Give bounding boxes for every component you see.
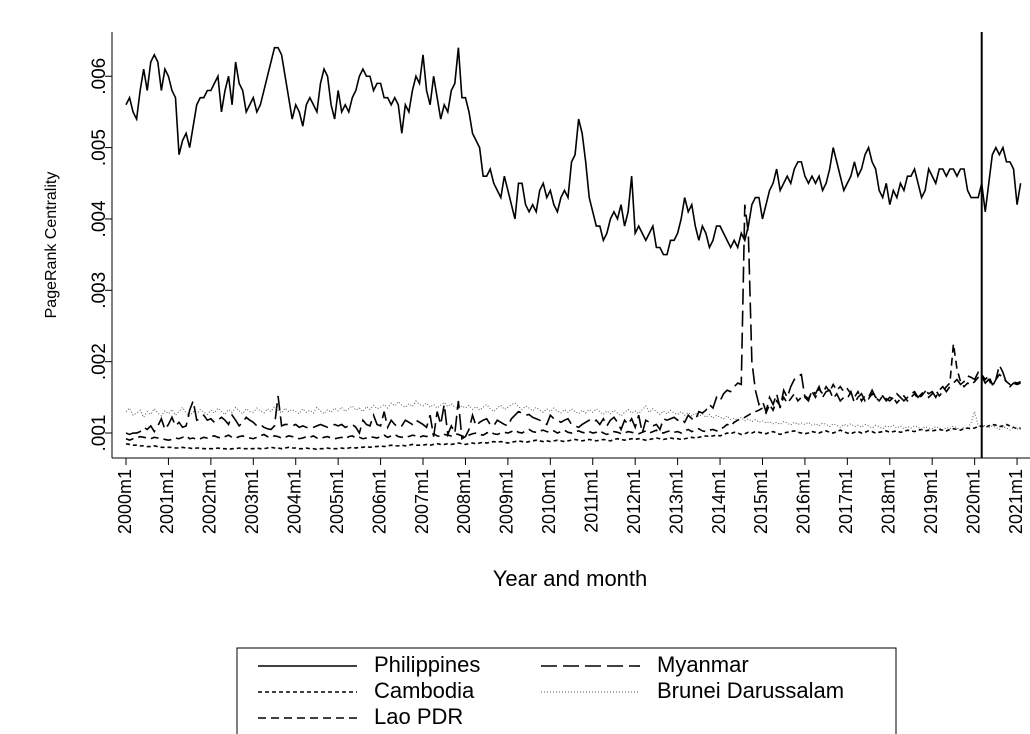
x-tick-label: 2006m1 bbox=[369, 469, 389, 534]
series-line bbox=[125, 343, 1021, 442]
x-tick-label: 2015m1 bbox=[751, 469, 771, 534]
x-tick-label: 2017m1 bbox=[836, 469, 856, 534]
y-tick-label: .003 bbox=[89, 272, 110, 309]
y-tick-label: .005 bbox=[89, 129, 110, 166]
x-tick-label: 2000m1 bbox=[115, 469, 135, 534]
x-tick-label: 2016m1 bbox=[794, 469, 814, 534]
legend-label: Cambodia bbox=[374, 678, 475, 703]
x-tick-label: 2001m1 bbox=[157, 469, 177, 534]
x-tick-label: 2010m1 bbox=[539, 469, 559, 534]
legend-box bbox=[236, 647, 897, 734]
legend-label: Brunei Darussalam bbox=[657, 678, 844, 703]
x-tick-label: 2013m1 bbox=[666, 469, 686, 534]
series-line bbox=[125, 423, 1021, 451]
series-line bbox=[125, 400, 1021, 431]
series-line bbox=[125, 46, 1022, 256]
x-tick-label: 2018m1 bbox=[879, 469, 899, 534]
x-tick-label: 2005m1 bbox=[327, 469, 347, 534]
x-tick-label: 2003m1 bbox=[242, 469, 262, 534]
y-tick-label: .002 bbox=[89, 343, 110, 380]
x-tick-label: 2020m1 bbox=[963, 469, 983, 534]
x-tick-label: 2021m1 bbox=[1006, 469, 1026, 534]
x-tick-label: 2002m1 bbox=[200, 469, 220, 534]
legend-label: Lao PDR bbox=[374, 704, 463, 729]
x-tick-label: 2011m1 bbox=[582, 469, 602, 533]
series-line bbox=[125, 204, 1021, 441]
legend-label: Myanmar bbox=[657, 652, 749, 677]
x-tick-label: 2019m1 bbox=[921, 469, 941, 534]
x-axis-title: Year and month bbox=[493, 566, 648, 591]
x-tick-label: 2007m1 bbox=[412, 469, 432, 534]
y-tick-label: .001 bbox=[89, 415, 110, 452]
x-tick-label: 2004m1 bbox=[284, 469, 304, 534]
x-tick-label: 2014m1 bbox=[709, 469, 729, 534]
legend-label: Philippines bbox=[374, 652, 480, 677]
x-tick-label: 2012m1 bbox=[624, 469, 644, 534]
x-tick-label: 2009m1 bbox=[497, 469, 517, 534]
y-tick-label: .006 bbox=[89, 58, 110, 95]
y-axis-title: PageRank Centrality bbox=[43, 172, 60, 319]
x-tick-label: 2008m1 bbox=[454, 469, 474, 534]
y-tick-label: .004 bbox=[89, 200, 110, 237]
